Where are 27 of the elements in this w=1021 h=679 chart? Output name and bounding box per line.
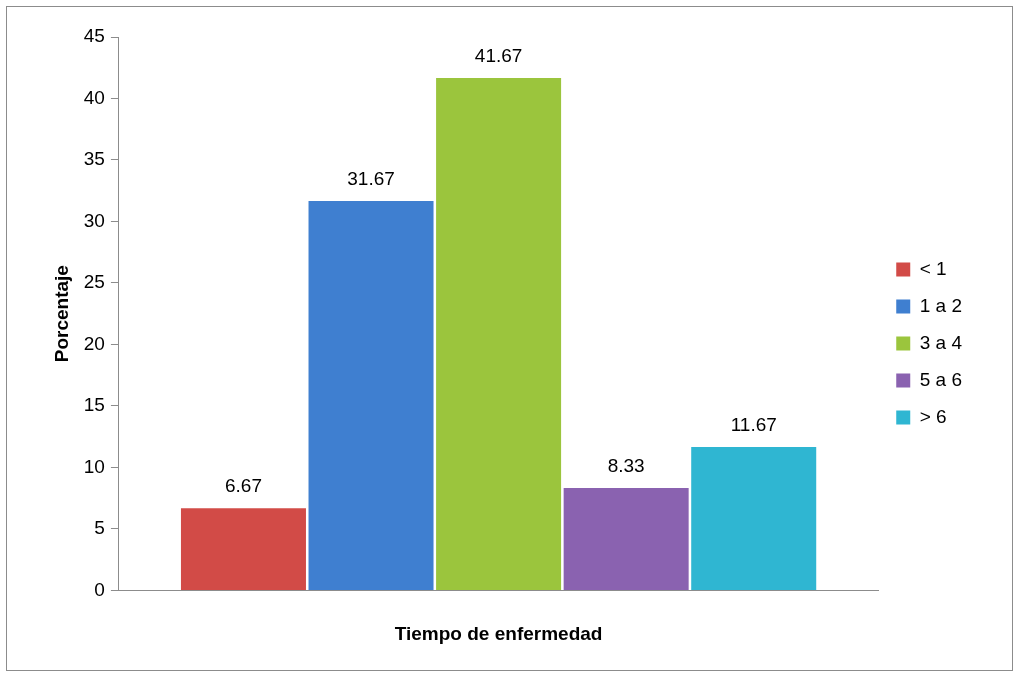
y-tick-label: 45	[83, 25, 105, 47]
y-tick-label: 35	[83, 148, 105, 170]
data-label: 6.67	[224, 475, 262, 497]
y-tick-label: 40	[83, 86, 105, 108]
y-axis-title: Porcentaje	[50, 265, 72, 363]
data-label: 41.67	[474, 44, 523, 66]
y-tick-label: 30	[83, 209, 105, 231]
data-label: 8.33	[607, 454, 645, 476]
y-tick-label: 0	[94, 578, 105, 600]
legend-label: < 1	[919, 257, 947, 279]
bar	[691, 446, 817, 590]
bar	[563, 487, 689, 590]
bar	[308, 200, 434, 590]
y-tick-label: 25	[83, 271, 105, 293]
data-label: 11.67	[730, 413, 777, 435]
y-tick-label: 5	[94, 517, 105, 539]
x-axis-title: Tiempo de enfermedad	[394, 622, 603, 644]
bar	[180, 508, 306, 590]
legend-label: > 6	[919, 405, 947, 427]
y-tick-label: 20	[83, 332, 105, 354]
legend-label: 5 a 6	[919, 368, 963, 390]
y-tick-label: 10	[83, 455, 105, 477]
legend-label: 3 a 4	[919, 331, 963, 353]
y-tick-label: 15	[83, 394, 105, 416]
bar	[436, 77, 562, 590]
legend-label: 1 a 2	[919, 294, 963, 316]
data-label: 31.67	[347, 167, 395, 189]
